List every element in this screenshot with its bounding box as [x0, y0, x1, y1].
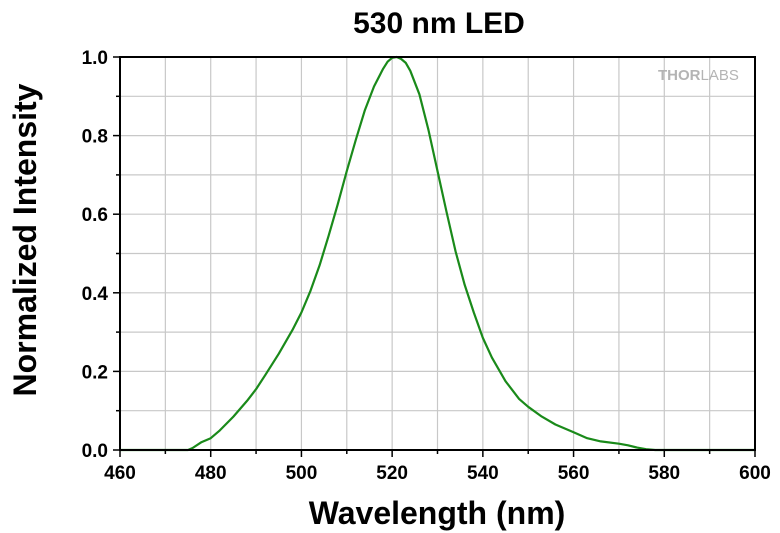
series-group [120, 55, 755, 452]
x-tick-label: 580 [648, 463, 680, 484]
x-tick-label: 560 [558, 463, 590, 484]
ticks [113, 56, 756, 457]
x-tick-label: 520 [376, 463, 408, 484]
y-tick-label: 0.4 [82, 284, 109, 305]
x-tick-label: 460 [104, 463, 136, 484]
x-tick-labels: 460 480 500 520 540 560 580 600 [104, 463, 771, 484]
series-line-0 [120, 55, 755, 452]
y-tick-label: 0.6 [82, 205, 108, 226]
chart-title: 530 nm LED [353, 7, 525, 40]
y-tick-label: 0.8 [82, 127, 108, 148]
y-tick-label: 0.2 [82, 362, 108, 383]
x-tick-label: 600 [739, 463, 771, 484]
grid [120, 57, 755, 450]
y-tick-label: 0.0 [82, 441, 108, 462]
y-axis-label: Normalized Intensity [7, 83, 43, 396]
y-tick-labels: 0.0 0.2 0.4 0.6 0.8 1.0 [82, 48, 109, 462]
x-axis-label: Wavelength (nm) [309, 495, 566, 531]
thorlabs-logo: THORLABS [658, 67, 739, 84]
x-tick-label: 500 [286, 463, 318, 484]
y-tick-label: 1.0 [82, 48, 108, 69]
x-tick-label: 540 [467, 463, 499, 484]
x-tick-label: 480 [195, 463, 227, 484]
logo-text: THORLABS [658, 67, 739, 84]
